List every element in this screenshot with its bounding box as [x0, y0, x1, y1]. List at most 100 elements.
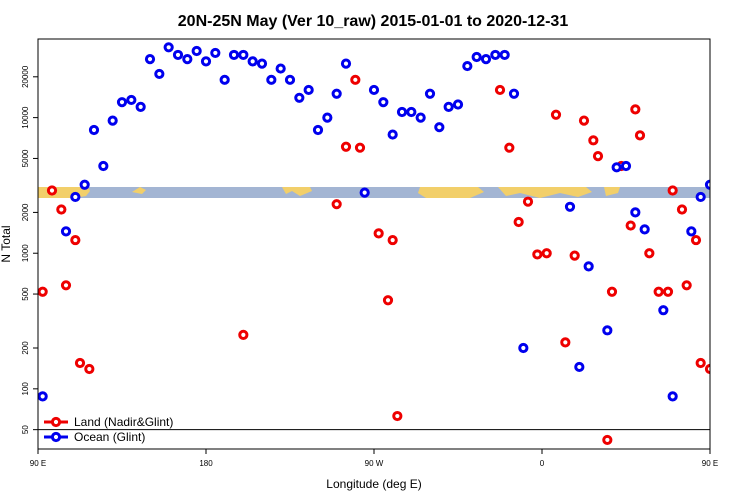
ocean-point	[312, 124, 324, 136]
x-tick-label: 90 E	[30, 459, 46, 468]
ocean-point	[219, 74, 230, 85]
ocean-point	[378, 97, 389, 108]
ocean-point	[574, 361, 585, 373]
ocean-point	[38, 391, 48, 402]
ocean-point	[499, 49, 510, 61]
ocean-point	[490, 49, 501, 61]
land-point	[522, 196, 534, 207]
x-tick-label: 90 E	[702, 459, 718, 468]
ocean-point	[443, 101, 454, 112]
ocean-point	[434, 122, 445, 133]
land-point	[392, 410, 403, 422]
land-point	[630, 104, 641, 115]
x-axis: 90 E 180 90 W 0 90 E	[30, 449, 718, 468]
land-point	[541, 248, 552, 259]
ocean-point	[191, 45, 202, 57]
land-point	[592, 151, 604, 162]
y-tick-label: 500	[21, 287, 30, 301]
land-point	[625, 220, 636, 231]
ocean-point	[284, 74, 296, 85]
land-point	[387, 234, 398, 246]
land-point	[382, 295, 394, 306]
ocean-point	[79, 179, 90, 190]
ocean-point	[480, 54, 492, 65]
land-point	[56, 204, 67, 215]
plot-area	[37, 38, 711, 450]
legend-land-marker	[50, 416, 62, 428]
land-point	[569, 250, 580, 261]
ocean-point	[98, 160, 109, 172]
ocean-point	[172, 49, 184, 61]
land-point	[84, 363, 95, 375]
x-axis-label: Longitude (deg E)	[326, 477, 421, 491]
legend-ocean-label: Ocean (Glint)	[74, 430, 145, 444]
ocean-series	[38, 42, 710, 402]
ocean-point	[424, 88, 436, 99]
land-point	[634, 130, 646, 141]
ocean-point	[602, 325, 613, 336]
land-point	[681, 280, 692, 291]
ocean-point	[406, 106, 417, 118]
land-point	[60, 280, 72, 291]
land-point	[676, 204, 688, 215]
ocean-point	[340, 58, 352, 69]
land-point	[667, 185, 678, 196]
y-tick-label: 20000	[21, 65, 30, 88]
ocean-point	[695, 191, 706, 203]
ocean-point	[303, 84, 314, 96]
legend-ocean-marker	[50, 431, 62, 443]
land-point	[340, 141, 352, 152]
y-tick-label: 200	[21, 341, 30, 355]
land-point	[532, 249, 543, 260]
ocean-point	[60, 226, 72, 237]
land-point	[550, 109, 562, 120]
ocean-point	[471, 51, 482, 63]
y-tick-label: 50	[21, 425, 30, 434]
land-point	[690, 234, 702, 246]
ocean-point	[639, 224, 650, 235]
ocean-point	[275, 63, 286, 74]
ocean-point	[88, 124, 100, 136]
ocean-point	[200, 56, 212, 67]
ocean-point	[564, 201, 576, 212]
ocean-point	[107, 115, 118, 126]
ocean-point	[182, 54, 193, 65]
land-point	[38, 286, 48, 297]
land-point	[578, 115, 590, 126]
ocean-point	[462, 60, 473, 72]
land-ocean-strip	[38, 187, 710, 198]
land-point	[602, 434, 613, 446]
ocean-point	[144, 54, 156, 65]
land-point	[373, 228, 384, 239]
land-point	[238, 329, 249, 340]
land-point	[46, 185, 58, 196]
y-tick-label: 1000	[21, 244, 30, 262]
ocean-point	[508, 88, 520, 99]
land-point	[560, 337, 571, 348]
ocean-point	[247, 56, 258, 67]
land-point	[695, 357, 706, 369]
y-tick-label: 100	[21, 382, 30, 396]
ocean-point	[611, 162, 622, 173]
ocean-point	[266, 74, 277, 85]
land-point	[350, 74, 361, 85]
ocean-point	[163, 42, 174, 53]
land-point	[606, 286, 618, 297]
y-tick-label: 10000	[21, 106, 30, 129]
land-point	[513, 216, 524, 228]
land-point	[588, 135, 599, 146]
ocean-point	[210, 47, 221, 59]
ocean-point	[116, 97, 128, 108]
land-point	[662, 286, 674, 297]
ocean-point	[154, 68, 165, 80]
y-axis-label: N Total	[0, 225, 13, 262]
ocean-point	[70, 191, 81, 203]
x-tick-label: 90 W	[365, 459, 384, 468]
y-tick-label: 2000	[21, 203, 30, 221]
plot-frame	[37, 38, 711, 450]
x-tick-label: 0	[540, 459, 545, 468]
ocean-point	[359, 187, 370, 198]
ocean-point	[667, 391, 678, 402]
x-tick-label: 180	[199, 459, 213, 468]
